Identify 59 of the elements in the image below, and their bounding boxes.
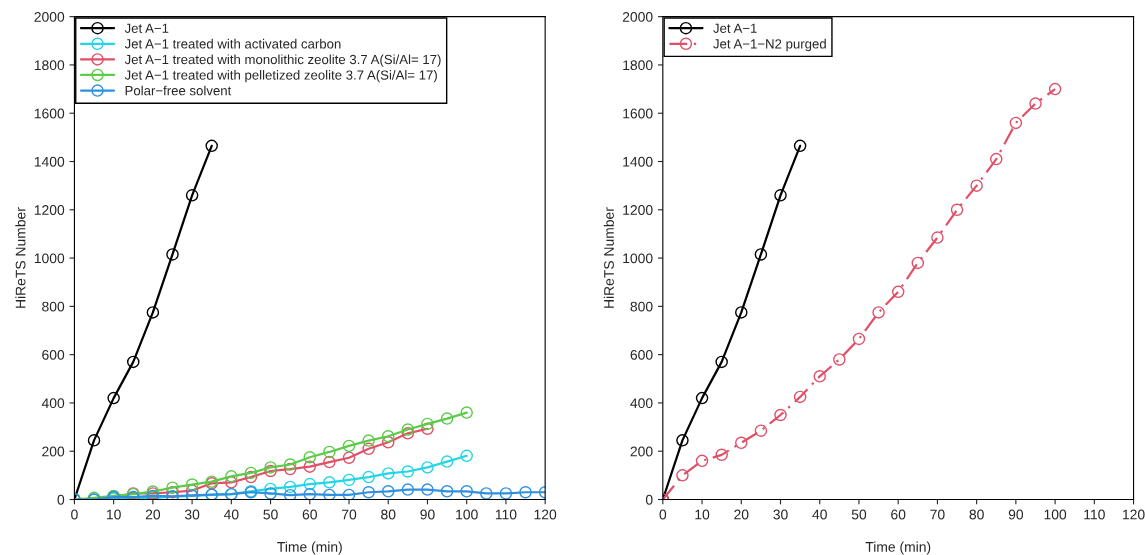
x-tick-label: 120	[534, 509, 557, 520]
x-tick-label: 10	[695, 509, 710, 520]
x-axis-title: Time (min)	[865, 541, 931, 555]
x-tick-label: 0	[71, 509, 78, 520]
y-tick-label: 1600	[623, 108, 653, 119]
y-tick-label: 600	[42, 349, 65, 360]
y-tick-label: 200	[42, 446, 65, 457]
x-tick-label: 90	[420, 509, 435, 520]
y-tick-label: 400	[630, 398, 653, 409]
x-tick-label: 110	[1084, 509, 1105, 520]
y-tick-label: 600	[630, 349, 653, 360]
legend-label: Jet A−1−N2 purged	[713, 38, 826, 52]
y-axis-title: HiReTS Number	[603, 207, 614, 308]
x-tick-label: 50	[263, 509, 278, 520]
x-tick-label: 20	[145, 509, 161, 520]
x-tick-label: 120	[1123, 509, 1145, 520]
x-tick-label: 50	[851, 509, 867, 520]
y-tick-label: 1600	[34, 108, 65, 119]
y-tick-label: 2000	[622, 11, 653, 22]
y-tick-label: 1400	[34, 156, 65, 167]
x-tick-label: 60	[302, 509, 317, 520]
y-tick-label: 400	[41, 398, 65, 409]
y-tick-label: 200	[630, 446, 653, 457]
x-tick-label: 30	[184, 509, 200, 520]
legend-label: Jet A−1 treated with pelletized zeolite 3.7 A(Si/Al= 17)	[124, 70, 437, 83]
legend-label: Jet A−1	[713, 23, 757, 33]
y-tick-label: 0	[57, 494, 65, 505]
x-tick-label: 10	[106, 509, 121, 520]
x-tick-label: 60	[891, 509, 906, 520]
x-tick-label: 30	[773, 509, 788, 520]
x-tick-label: 80	[969, 509, 984, 520]
y-tick-label: 1800	[34, 60, 65, 71]
y-tick-label: 1200	[34, 205, 65, 215]
legend-label: Polar−free solvent	[125, 85, 232, 96]
legend-label: Jet A−1	[124, 23, 169, 33]
y-tick-label: 800	[630, 301, 653, 312]
y-tick-label: 0	[645, 494, 653, 505]
legend-label: Jet A−1 treated with monolithic zeolite 3.7 A(Si/Al= 17)	[124, 54, 441, 67]
y-tick-label: 1000	[34, 253, 65, 264]
y-tick-label: 2000	[34, 11, 65, 22]
y-tick-label: 1800	[623, 60, 653, 71]
x-axis-title: Time (min)	[277, 541, 342, 555]
x-tick-label: 110	[495, 509, 517, 520]
legend-label: Jet A−1 treated with activated carbon	[124, 38, 341, 49]
y-tick-label: 1200	[623, 205, 653, 215]
x-tick-label: 0	[659, 509, 667, 520]
y-tick-label: 1400	[623, 156, 653, 167]
x-tick-label: 90	[1008, 509, 1024, 520]
x-tick-label: 70	[342, 509, 357, 520]
y-axis-title: HiReTS Number	[15, 207, 26, 308]
x-tick-label: 100	[456, 509, 478, 520]
y-tick-label: 800	[42, 301, 65, 312]
x-tick-label: 100	[1044, 509, 1067, 520]
x-tick-label: 20	[734, 509, 749, 520]
x-tick-label: 70	[930, 509, 945, 520]
y-tick-label: 1000	[623, 253, 653, 264]
x-tick-label: 40	[812, 509, 827, 520]
x-tick-label: 40	[223, 509, 239, 520]
x-tick-label: 80	[381, 509, 396, 520]
